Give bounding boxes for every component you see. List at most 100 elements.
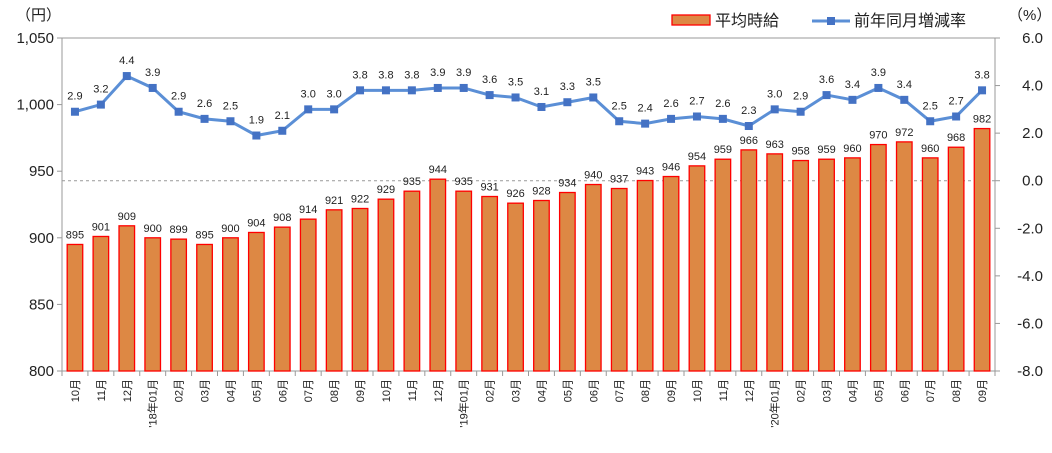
x-tick-label: 08月 — [951, 379, 963, 402]
bar — [610, 187, 628, 372]
bar — [688, 165, 706, 372]
x-tick-label: 03月 — [511, 379, 523, 402]
x-tick-label: 12月 — [433, 379, 445, 402]
rate-marker — [978, 86, 987, 95]
right-tick-label: 2.0 — [1022, 125, 1043, 142]
bar-value-label: 926 — [506, 188, 524, 200]
rate-marker — [174, 107, 183, 116]
x-tick-label: 04月 — [225, 379, 237, 402]
x-tick-label: 06月 — [588, 379, 600, 402]
bar — [533, 199, 550, 372]
rate-value-label: 3.9 — [456, 67, 471, 79]
bar — [481, 195, 499, 372]
bar — [92, 235, 110, 372]
legend: 平均時給 前年同月増減率 — [671, 12, 966, 30]
rate-marker — [330, 105, 339, 114]
rate-marker — [874, 83, 883, 92]
bar — [144, 237, 162, 372]
rate-marker — [96, 100, 105, 109]
rate-value-label: 1.9 — [249, 115, 264, 127]
x-tick-label: 11月 — [96, 379, 108, 401]
bar-value-label: 960 — [921, 143, 939, 155]
bar-value-label: 934 — [558, 178, 576, 190]
right-tick-label: -4.0 — [1017, 268, 1043, 285]
bar-value-label: 900 — [144, 223, 162, 235]
bar — [844, 157, 861, 372]
bar-value-label: 931 — [480, 182, 498, 194]
rate-value-label: 2.9 — [67, 91, 82, 103]
rate-marker — [304, 105, 313, 114]
bar — [869, 143, 887, 372]
bar-value-label: 966 — [740, 135, 758, 147]
bar-value-label: 921 — [325, 195, 343, 207]
bar — [714, 158, 732, 372]
x-tick-label: 09月 — [977, 379, 989, 402]
x-tick-label: '18年01月 — [146, 379, 160, 428]
x-tick-label: 09月 — [355, 379, 367, 402]
bar-value-label: 922 — [351, 193, 369, 205]
rate-value-label: 2.6 — [197, 98, 212, 110]
left-tick-label: 950 — [29, 163, 54, 180]
x-tick-label: '20年01月 — [768, 379, 782, 428]
rate-value-label: 3.8 — [352, 69, 367, 81]
rate-value-label: 4.4 — [119, 55, 134, 67]
x-tick-label: 04月 — [847, 379, 859, 402]
bar — [170, 238, 188, 372]
bar — [740, 149, 758, 372]
rate-marker — [70, 107, 79, 116]
x-tick-label: 05月 — [873, 379, 885, 402]
bar-value-label: 963 — [766, 139, 784, 151]
right-tick-label: -6.0 — [1017, 315, 1043, 332]
bar-value-label: 944 — [429, 164, 447, 176]
rate-value-label: 3.0 — [326, 88, 341, 100]
bar — [66, 243, 84, 372]
bar — [403, 190, 421, 372]
rate-value-label: 3.5 — [586, 76, 601, 88]
bar-value-label: 929 — [377, 184, 395, 196]
rate-marker — [615, 117, 624, 126]
rate-marker — [770, 105, 779, 114]
bar-value-label: 968 — [947, 132, 965, 144]
right-axis-unit: （%） — [1008, 7, 1051, 24]
rate-value-label: 3.6 — [819, 74, 834, 86]
legend-line-label: 前年同月増減率 — [854, 12, 966, 30]
right-tick-label: -2.0 — [1017, 220, 1043, 237]
rate-value-label: 3.8 — [974, 69, 989, 81]
x-tick-label: 08月 — [329, 379, 341, 402]
rate-value-label: 2.7 — [689, 95, 704, 107]
bar-value-label: 899 — [169, 224, 187, 236]
bar — [351, 207, 369, 372]
x-tick-label: 02月 — [796, 379, 808, 402]
left-axis-unit: （円） — [16, 7, 61, 24]
rate-value-label: 2.4 — [637, 103, 652, 115]
rate-marker — [537, 102, 546, 111]
rate-value-label: 3.9 — [871, 67, 886, 79]
bar — [299, 218, 317, 372]
x-tick-label: 03月 — [200, 379, 212, 402]
x-tick-label: 04月 — [536, 379, 548, 402]
rate-value-label: 3.3 — [560, 81, 575, 93]
rate-value-label: 3.4 — [897, 79, 912, 91]
bar — [247, 231, 265, 372]
x-tick-label: 07月 — [614, 379, 626, 402]
left-tick-label: 800 — [29, 363, 54, 380]
legend-bar-swatch — [671, 14, 711, 26]
bar — [429, 178, 447, 372]
rate-marker — [822, 91, 831, 100]
rate-marker — [226, 117, 235, 126]
rate-marker — [200, 114, 209, 123]
rate-marker — [718, 114, 727, 123]
rate-marker — [667, 114, 676, 123]
bar — [818, 158, 835, 372]
rate-value-label: 2.6 — [663, 98, 678, 110]
rate-value-label: 3.0 — [767, 88, 782, 100]
bar — [947, 146, 965, 372]
left-tick-label: 1,000 — [16, 97, 54, 114]
rate-marker — [563, 98, 572, 107]
bar-value-label: 904 — [247, 217, 265, 229]
rate-value-label: 3.5 — [508, 76, 523, 88]
bar-value-label: 900 — [221, 223, 239, 235]
rate-value-label: 2.7 — [948, 95, 963, 107]
bar-value-label: 909 — [118, 211, 136, 223]
bar-value-label: 895 — [195, 229, 213, 241]
